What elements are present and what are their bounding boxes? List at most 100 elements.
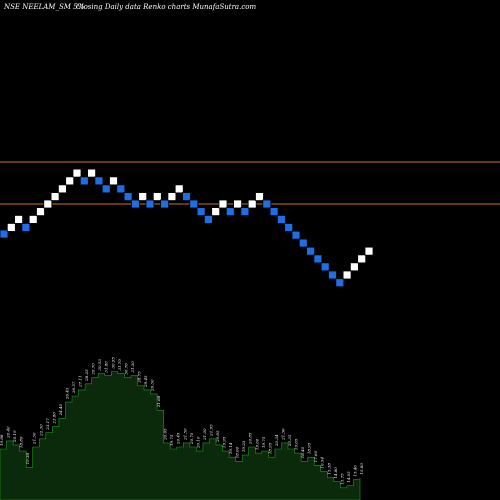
volume-label: 30.53 (97, 359, 102, 371)
renko-brick-down (262, 199, 272, 209)
renko-brick-up (50, 192, 60, 201)
renko-brick-down (225, 207, 235, 217)
renko-brick-up (211, 207, 221, 217)
volume-label: 20.75 (189, 432, 194, 445)
volume-label: 19.75 (169, 434, 174, 446)
renko-brick-down (189, 199, 199, 209)
volume-label: 17.60 (313, 450, 318, 462)
renko-brick-up (152, 192, 162, 201)
volume-label: 19.88 (0, 434, 4, 446)
volume-label: 22.30 (38, 424, 43, 437)
renko-brick-down (306, 246, 316, 256)
volume-label: 21.30 (32, 432, 37, 445)
renko-brick-up (43, 199, 53, 209)
volume-label: 21.36 (280, 428, 285, 441)
renko-brick-up (72, 168, 82, 178)
volume-label: 18.40 (300, 446, 305, 458)
volume-label: 23.17 (45, 418, 50, 431)
renko-brick-up (87, 168, 96, 178)
volume-label: 20.40 (6, 426, 11, 439)
volume-label: 18.95 (267, 442, 272, 454)
renko-brick-down (182, 192, 191, 201)
renko-brick-down (291, 230, 301, 240)
renko-brick-down (130, 199, 140, 209)
volume-label: 19.65 (294, 438, 299, 450)
volume-label: 19.60 (254, 438, 259, 450)
renko-brick-up (6, 223, 16, 232)
renko-brick-down (328, 270, 337, 280)
volume-label: 19.95 (222, 436, 227, 448)
volume-label: 19.14 (228, 442, 233, 454)
renko-brick-down (21, 223, 31, 232)
volume-label: 29.45 (143, 375, 148, 388)
renko-brick-up (138, 192, 148, 201)
volume-label: 21.50 (182, 428, 187, 441)
renko-brick-up (36, 207, 45, 217)
volume-label: 18.95 (307, 442, 312, 454)
renko-brick-up (109, 176, 118, 186)
volume-label: 20.85 (248, 432, 253, 445)
volume-label: 20.85 (215, 430, 220, 443)
volume-label: 19.23 (241, 440, 246, 452)
volume-label: 20.45 (176, 432, 181, 445)
renko-brick-down (276, 215, 286, 224)
renko-brick-down (284, 223, 294, 232)
renko-brick-up (342, 270, 352, 280)
renko-brick-down (335, 278, 345, 288)
volume-label: 20.35 (287, 434, 292, 447)
renko-brick-down (320, 262, 330, 272)
volume-label: 21.00 (202, 428, 207, 441)
volume-label: 29.70 (91, 363, 96, 376)
volume-label: 23.80 (51, 412, 56, 425)
volume-label: 31.30 (130, 361, 135, 373)
volume-label: 18.60 (235, 446, 240, 458)
chart-title-symbol: NSE NEELAM_SM 5% (3, 3, 85, 11)
renko-brick-up (357, 254, 367, 264)
volume-label: 13.75 (339, 473, 344, 485)
volume-label: 19.38 (25, 452, 30, 464)
renko-brick-down (101, 184, 111, 194)
renko-brick-down (298, 238, 308, 248)
renko-brick-up (349, 262, 359, 272)
volume-label: 18.89 (19, 436, 24, 448)
volume-label: 20.19 (12, 430, 17, 443)
volume-label: 26.57 (71, 381, 76, 394)
renko-brick-down (123, 192, 133, 201)
volume-label: 30.76 (123, 363, 128, 375)
volume-label: 21.68 (156, 395, 161, 408)
volume-label: 28.75 (136, 371, 141, 384)
renko-brick-up (233, 199, 243, 209)
volume-label: 27.11 (78, 375, 83, 387)
volume-label: 15.80 (359, 463, 364, 475)
renko-bricks (0, 168, 374, 288)
renko-brick-up (58, 184, 67, 194)
volume-label: 20.10 (195, 436, 200, 449)
renko-brick-down (240, 207, 250, 217)
renko-brick-up (167, 192, 177, 201)
volume-label: 15.46 (352, 465, 357, 477)
renko-brick-down (196, 207, 206, 217)
volume-area-shape (0, 371, 361, 500)
volume-label: 20.34 (274, 434, 279, 447)
volume-label: 26.43 (64, 387, 69, 400)
renko-brick-up (174, 184, 184, 194)
renko-brick-down (116, 184, 126, 194)
renko-brick-up (247, 199, 257, 209)
renko-brick-down (79, 176, 89, 186)
volume-label: 28.25 (84, 369, 89, 382)
volume-label: 16.54 (320, 457, 325, 469)
renko-brick-up (14, 215, 24, 224)
volume-label: 31.70 (117, 359, 122, 371)
volume-label: 20.65 (163, 428, 168, 441)
renko-brick-down (145, 199, 155, 209)
volume-label: 31.80 (104, 361, 109, 373)
renko-brick-up (255, 192, 264, 201)
renko-brick-down (269, 207, 279, 217)
renko-brick-up (218, 199, 228, 209)
volume-label: 19.75 (261, 436, 266, 448)
renko-brick-up (28, 215, 38, 224)
volume-label: 15.38 (326, 463, 331, 475)
volume-label: 14.05 (346, 471, 351, 483)
